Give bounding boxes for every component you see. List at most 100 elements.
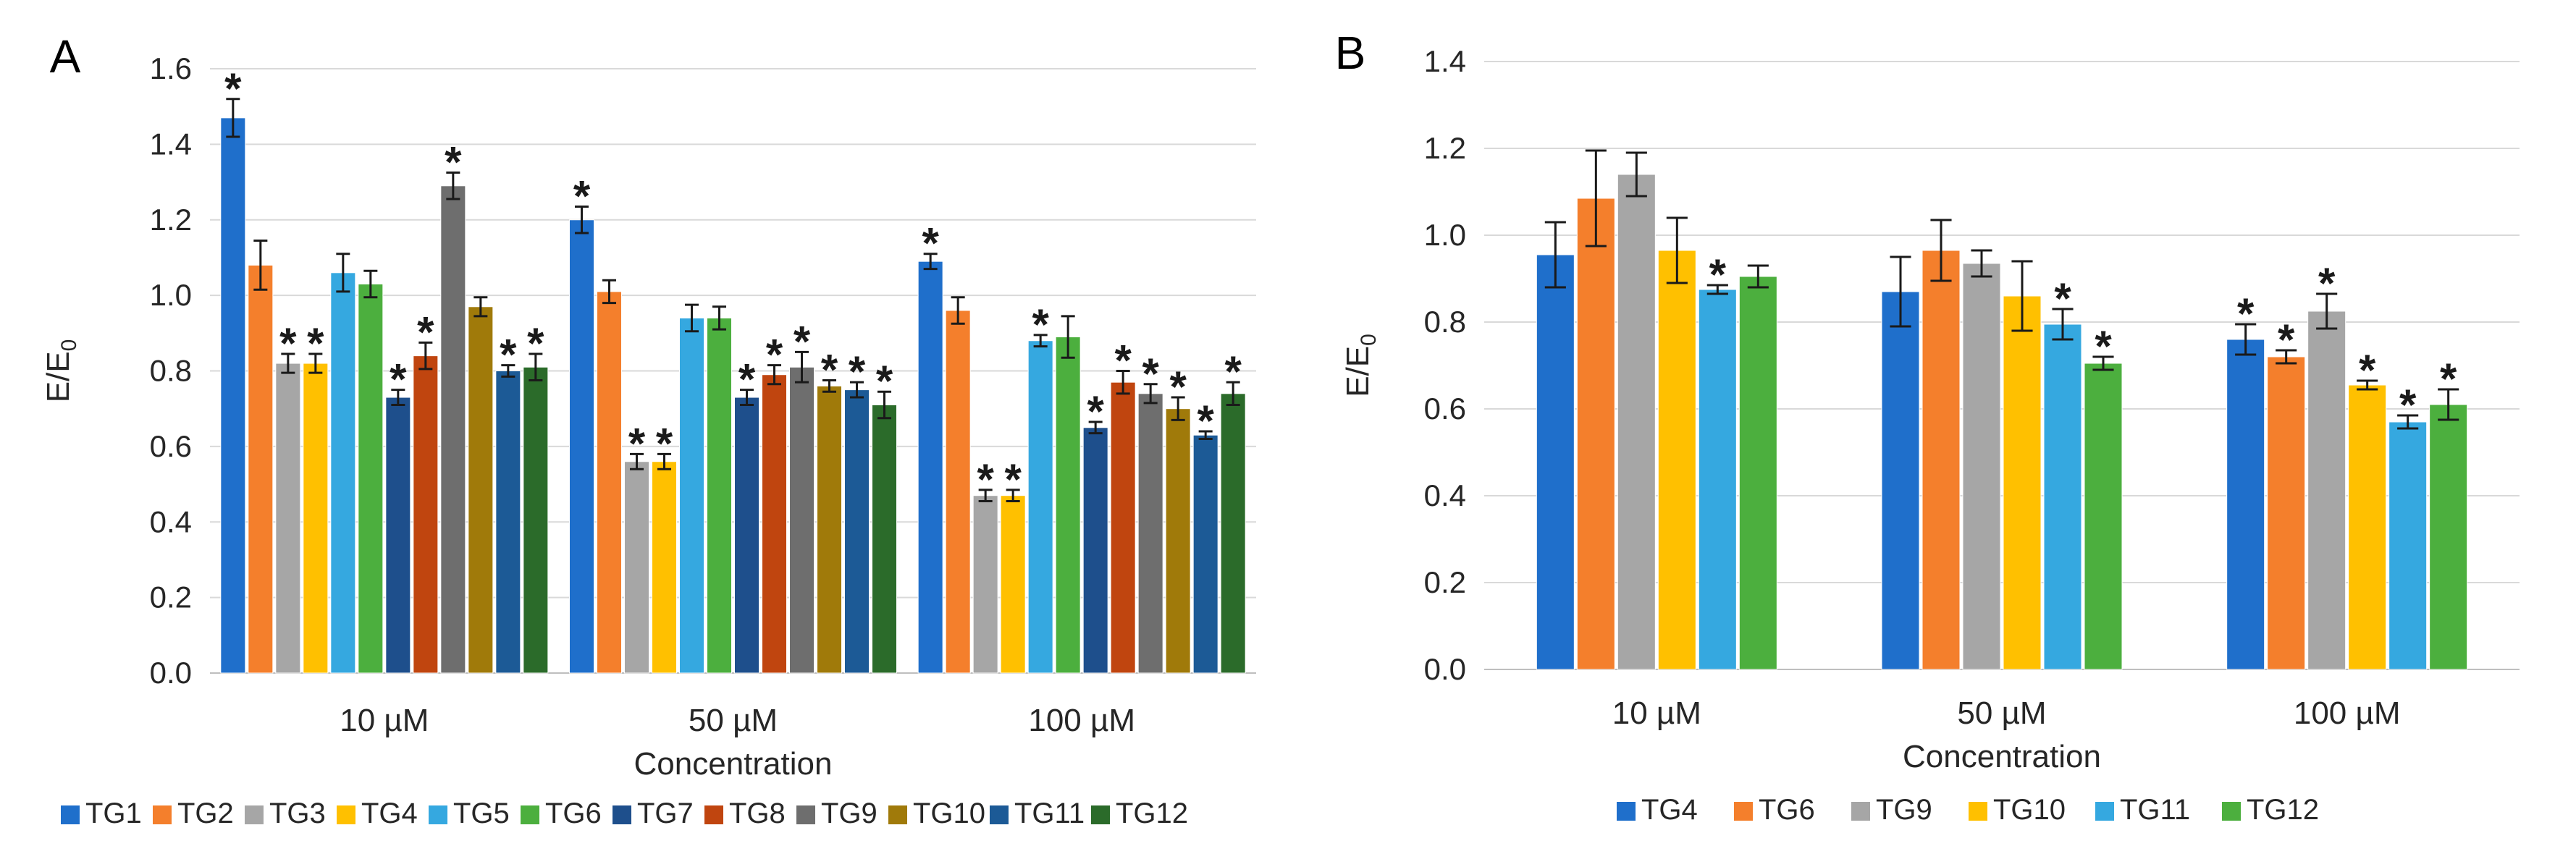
y-tick-label: 0.2: [1424, 565, 1466, 599]
bar-tg11: [495, 371, 521, 674]
bar-tg3: [972, 495, 998, 674]
category-label: 100 µM: [2294, 695, 2401, 731]
bar-tg5: [330, 272, 356, 674]
panel-label: A: [50, 30, 81, 83]
bar-tg4: [1000, 495, 1026, 674]
legend-swatch: [521, 805, 539, 824]
legend-swatch: [153, 805, 172, 824]
legend-swatch: [429, 805, 447, 824]
bar-tg8: [413, 355, 439, 674]
y-tick-label: 1.2: [1424, 131, 1466, 165]
legend-swatch: [245, 805, 264, 824]
bar-tg12: [523, 366, 549, 674]
significance-star: *: [922, 219, 939, 268]
y-tick-label: 0.8: [150, 354, 192, 388]
bar-tg5: [679, 317, 704, 674]
legend-label: TG10: [913, 798, 985, 829]
legend-label: TG4: [361, 798, 418, 829]
bar-tg2: [945, 310, 971, 674]
bar-tg9: [789, 366, 815, 674]
significance-star: *: [794, 317, 811, 365]
y-tick-label: 0.8: [1424, 305, 1466, 339]
bar-tg2: [248, 264, 274, 674]
legend-swatch: [1091, 805, 1110, 824]
legend-swatch: [613, 805, 631, 824]
bar-tg5: [1027, 340, 1053, 674]
y-tick-label: 1.0: [1424, 218, 1466, 252]
category-label: 10 µM: [1612, 695, 1701, 731]
bar-tg4: [1536, 254, 1575, 670]
significance-star: *: [2359, 346, 2376, 394]
significance-star: *: [821, 346, 838, 394]
category-label: 100 µM: [1028, 703, 1135, 738]
x-axis-title: Concentration: [634, 746, 833, 782]
significance-star: *: [390, 355, 407, 404]
bar-tg6: [1055, 337, 1081, 674]
legend-label: TG7: [637, 798, 694, 829]
bar-tg12: [872, 404, 897, 674]
bar-tg6: [1922, 250, 1961, 670]
y-tick-label: 1.4: [1424, 44, 1466, 78]
y-tick-label: 0.0: [1424, 652, 1466, 686]
y-tick-label: 1.4: [150, 127, 192, 161]
bar-tg10: [468, 306, 494, 674]
bar-tg6: [2267, 356, 2306, 670]
bar-tg6: [1576, 198, 1615, 670]
legend-label: TG11: [1014, 798, 1085, 829]
legend-swatch: [704, 805, 723, 824]
significance-star: *: [279, 319, 297, 368]
bar-tg4: [1881, 291, 1920, 670]
legend-swatch: [990, 805, 1009, 824]
significance-star: *: [628, 419, 646, 468]
significance-star: *: [1709, 250, 1727, 299]
y-tick-label: 0.6: [150, 429, 192, 463]
legend-swatch: [1969, 802, 1987, 821]
bar-tg10: [817, 385, 842, 674]
significance-star: *: [876, 357, 893, 405]
legend-label: TG3: [269, 798, 326, 829]
bar-tg8: [762, 374, 787, 674]
significance-star: *: [738, 355, 756, 404]
y-tick-label: 1.0: [150, 278, 192, 312]
bar-tg7: [385, 397, 411, 674]
legend-label: TG1: [85, 798, 142, 829]
significance-star: *: [1114, 337, 1132, 385]
panel-label: B: [1335, 27, 1366, 79]
legend-swatch: [337, 805, 355, 824]
bar-tg3: [275, 363, 301, 674]
bar-tg6: [707, 317, 732, 674]
significance-star: *: [445, 138, 462, 187]
bar-tg11: [2043, 323, 2082, 670]
significance-star: *: [2095, 322, 2112, 371]
bar-tg10: [1165, 408, 1191, 674]
legend-swatch: [1734, 802, 1753, 821]
significance-star: *: [2237, 289, 2255, 338]
chart-panel-a: 0.0 0.2 0.4 0.6 0.8 1.0 1.2 1.4 1.6 A E/E0 Concentr…: [41, 30, 1256, 829]
bar-tg12: [1738, 276, 1777, 670]
category-label: 50 µM: [689, 703, 778, 738]
chart-panel-b: 0.0 0.2 0.4 0.6 0.8 1.0 1.2 1.4 B E/E0 Concentrati…: [1335, 27, 2520, 826]
legend-label: TG10: [1993, 794, 2066, 826]
y-tick-label: 1.2: [150, 203, 192, 237]
significance-star: *: [500, 331, 517, 379]
y-tick-label: 0.0: [150, 656, 192, 690]
legend-swatch: [1851, 802, 1870, 821]
significance-star: *: [224, 64, 242, 113]
significance-star: *: [2278, 316, 2295, 364]
y-tick-label: 0.2: [150, 580, 192, 614]
significance-star: *: [1224, 347, 1242, 396]
bar-tg9: [1137, 393, 1163, 674]
legend-label: TG9: [821, 798, 877, 829]
significance-star: *: [1169, 363, 1187, 411]
significance-star: *: [849, 347, 866, 396]
bar-tg2: [597, 291, 622, 674]
significance-star: *: [527, 319, 544, 368]
significance-star: *: [2440, 355, 2457, 403]
legend-label: TG12: [2247, 794, 2319, 826]
y-tick-label: 0.4: [150, 504, 192, 538]
y-tick-label: 0.6: [1424, 392, 1466, 426]
significance-star: *: [2399, 381, 2417, 429]
legend-swatch: [1617, 802, 1636, 821]
legend-label: TG2: [177, 798, 234, 829]
bar-tg4: [2226, 339, 2265, 670]
